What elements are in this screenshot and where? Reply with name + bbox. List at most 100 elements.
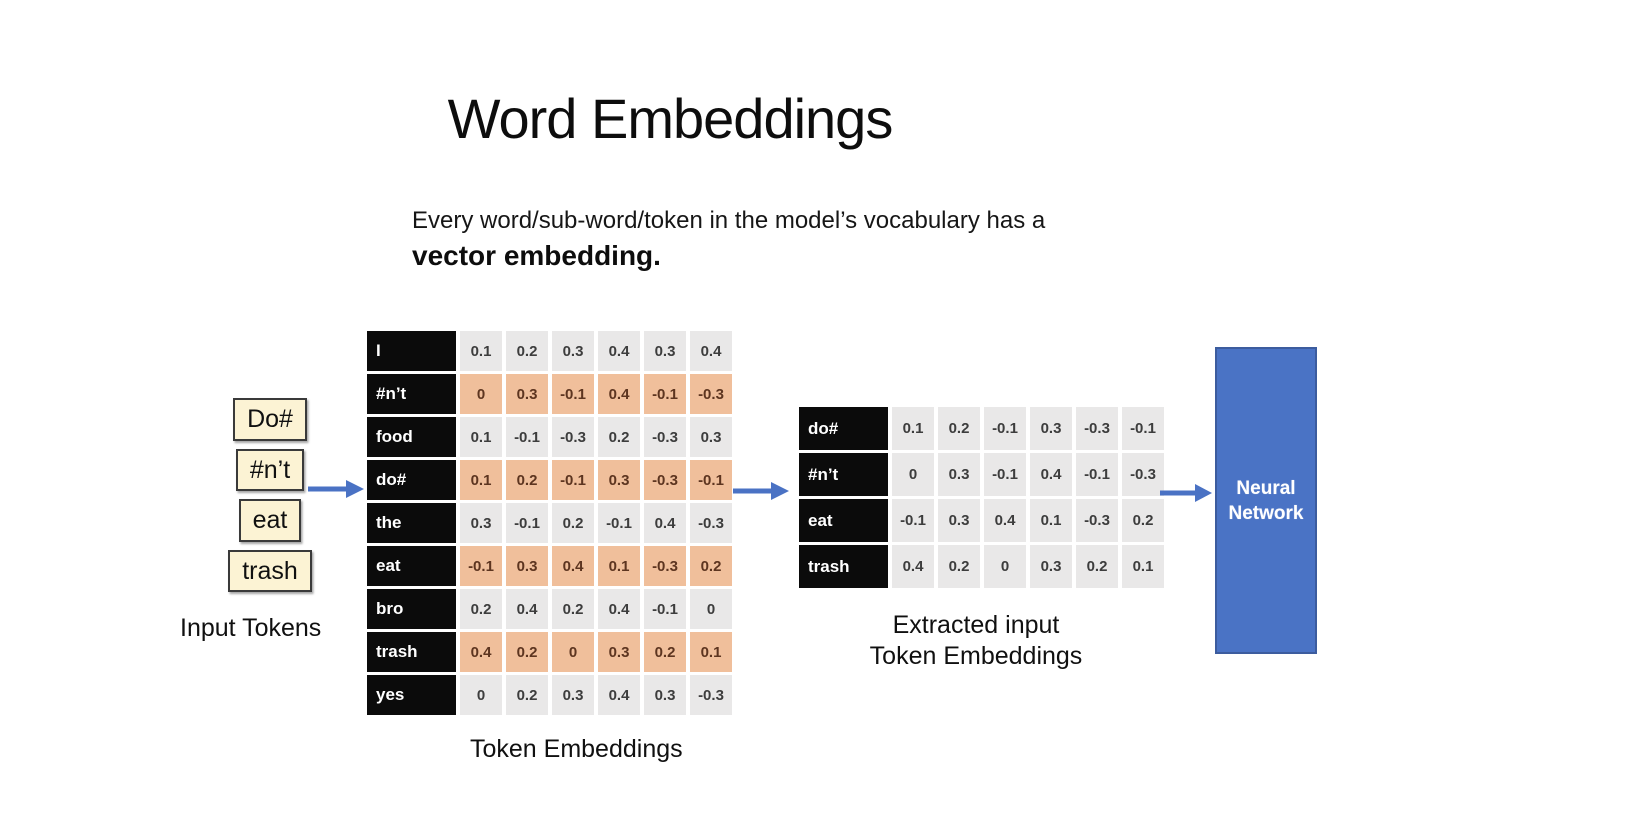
- value-cell: -0.1: [892, 499, 934, 542]
- table-row: do# 0.1 0.2 -0.1 0.3 -0.3 -0.1: [799, 407, 1164, 450]
- value-cell: -0.1: [644, 589, 686, 629]
- table-row: trash 0.4 0.2 0 0.3 0.2 0.1: [799, 545, 1164, 588]
- value-cell: 0.4: [984, 499, 1026, 542]
- subtitle-line1: Every word/sub-word/token in the model’s…: [412, 207, 1046, 234]
- value-cell: 0.1: [892, 407, 934, 450]
- value-cell: 0.1: [460, 460, 502, 500]
- value-cell: -0.3: [644, 460, 686, 500]
- value-cell: 0.2: [938, 407, 980, 450]
- table-row: trash 0.4 0.2 0 0.3 0.2 0.1: [367, 632, 732, 672]
- value-cell: 0.4: [598, 589, 640, 629]
- token-cell: do#: [367, 460, 456, 500]
- value-cell: 0.3: [506, 546, 548, 586]
- value-cell: 0.3: [506, 374, 548, 414]
- token-embeddings-label: Token Embeddings: [470, 735, 683, 763]
- token-cell: #n’t: [799, 453, 888, 496]
- neural-network-box: Neural Network: [1215, 347, 1317, 654]
- subtitle-line2: vector embedding.: [412, 240, 661, 271]
- token-cell: eat: [367, 546, 456, 586]
- value-cell: -0.3: [1076, 407, 1118, 450]
- value-cell: -0.1: [460, 546, 502, 586]
- token-cell: food: [367, 417, 456, 457]
- value-cell: 0.4: [598, 675, 640, 715]
- extracted-label-line2: Token Embeddings: [869, 642, 1083, 670]
- value-cell: 0.3: [552, 675, 594, 715]
- value-cell: 0.1: [460, 417, 502, 457]
- token-cell: do#: [799, 407, 888, 450]
- token-cell: I: [367, 331, 456, 371]
- subtitle: Every word/sub-word/token in the model’s…: [412, 207, 1045, 272]
- value-cell: 0.3: [598, 460, 640, 500]
- value-cell: 0.3: [552, 331, 594, 371]
- token-cell: bro: [367, 589, 456, 629]
- value-cell: 0.3: [460, 503, 502, 543]
- value-cell: -0.1: [984, 407, 1026, 450]
- token-cell: trash: [367, 632, 456, 672]
- value-cell: 0.2: [1076, 545, 1118, 588]
- value-cell: 0.4: [506, 589, 548, 629]
- value-cell: -0.3: [1076, 499, 1118, 542]
- arrow-right-icon: [733, 482, 789, 500]
- token-cell: the: [367, 503, 456, 543]
- table-row: do# 0.1 0.2 -0.1 0.3 -0.3 -0.1: [367, 460, 732, 500]
- value-cell: 0: [460, 374, 502, 414]
- value-cell: -0.3: [690, 374, 732, 414]
- input-tokens-list: Do# #n’t eat trash: [222, 398, 318, 592]
- value-cell: -0.3: [690, 675, 732, 715]
- value-cell: 0.3: [938, 499, 980, 542]
- value-cell: 0.2: [506, 632, 548, 672]
- value-cell: -0.1: [506, 417, 548, 457]
- value-cell: -0.3: [644, 546, 686, 586]
- value-cell: 0.4: [598, 374, 640, 414]
- value-cell: -0.1: [552, 374, 594, 414]
- value-cell: 0.3: [598, 632, 640, 672]
- value-cell: -0.3: [552, 417, 594, 457]
- arrow-right-icon: [1160, 484, 1212, 502]
- value-cell: -0.1: [598, 503, 640, 543]
- table-row: eat -0.1 0.3 0.4 0.1 -0.3 0.2: [799, 499, 1164, 542]
- value-cell: -0.1: [644, 374, 686, 414]
- value-cell: 0.3: [644, 331, 686, 371]
- value-cell: 0.3: [938, 453, 980, 496]
- value-cell: -0.1: [984, 453, 1026, 496]
- token-embeddings-table: I 0.1 0.2 0.3 0.4 0.3 0.4 #n’t 0 0.3 -0.1 0.4 -0.1 -0…: [363, 328, 736, 718]
- neural-network-label-line1: Neural: [1236, 477, 1296, 499]
- extracted-label-line1: Extracted input: [892, 611, 1060, 639]
- extracted-embeddings-table: do# 0.1 0.2 -0.1 0.3 -0.3 -0.1 #n’t 0 0.3 -0.1 0.4-…: [795, 404, 1168, 591]
- value-cell: 0.3: [644, 675, 686, 715]
- table-row: I 0.1 0.2 0.3 0.4 0.3 0.4: [367, 331, 732, 371]
- value-cell: 0.2: [690, 546, 732, 586]
- input-token-box: eat: [238, 499, 302, 542]
- value-cell: 0.4: [690, 331, 732, 371]
- value-cell: 0.2: [552, 503, 594, 543]
- value-cell: 0.4: [1030, 453, 1072, 496]
- page-title: Word Embeddings: [447, 87, 894, 150]
- value-cell: 0: [690, 589, 732, 629]
- value-cell: 0.2: [506, 460, 548, 500]
- value-cell: 0.2: [598, 417, 640, 457]
- value-cell: -0.1: [690, 460, 732, 500]
- table-row: bro 0.2 0.4 0.2 0.4 -0.1 0: [367, 589, 732, 629]
- input-token-box: trash: [228, 549, 312, 592]
- value-cell: 0.4: [892, 545, 934, 588]
- table-row: food 0.1 -0.1 -0.3 0.2 -0.3 0.3: [367, 417, 732, 457]
- value-cell: 0.2: [644, 632, 686, 672]
- value-cell: -0.1: [506, 503, 548, 543]
- value-cell: 0: [892, 453, 934, 496]
- value-cell: -0.1: [1122, 407, 1164, 450]
- value-cell: 0.4: [598, 331, 640, 371]
- extracted-embeddings-label: Extracted input Token Embeddings: [856, 610, 1096, 672]
- value-cell: 0.3: [690, 417, 732, 457]
- value-cell: 0: [460, 675, 502, 715]
- value-cell: 0.2: [552, 589, 594, 629]
- value-cell: -0.1: [1076, 453, 1118, 496]
- value-cell: 0.2: [1122, 499, 1164, 542]
- table-row: eat -0.1 0.3 0.4 0.1 -0.3 0.2: [367, 546, 732, 586]
- token-cell: #n’t: [367, 374, 456, 414]
- value-cell: 0: [984, 545, 1026, 588]
- value-cell: -0.3: [690, 503, 732, 543]
- value-cell: 0.4: [552, 546, 594, 586]
- value-cell: 0.4: [644, 503, 686, 543]
- value-cell: 0.3: [1030, 545, 1072, 588]
- value-cell: -0.3: [1122, 453, 1164, 496]
